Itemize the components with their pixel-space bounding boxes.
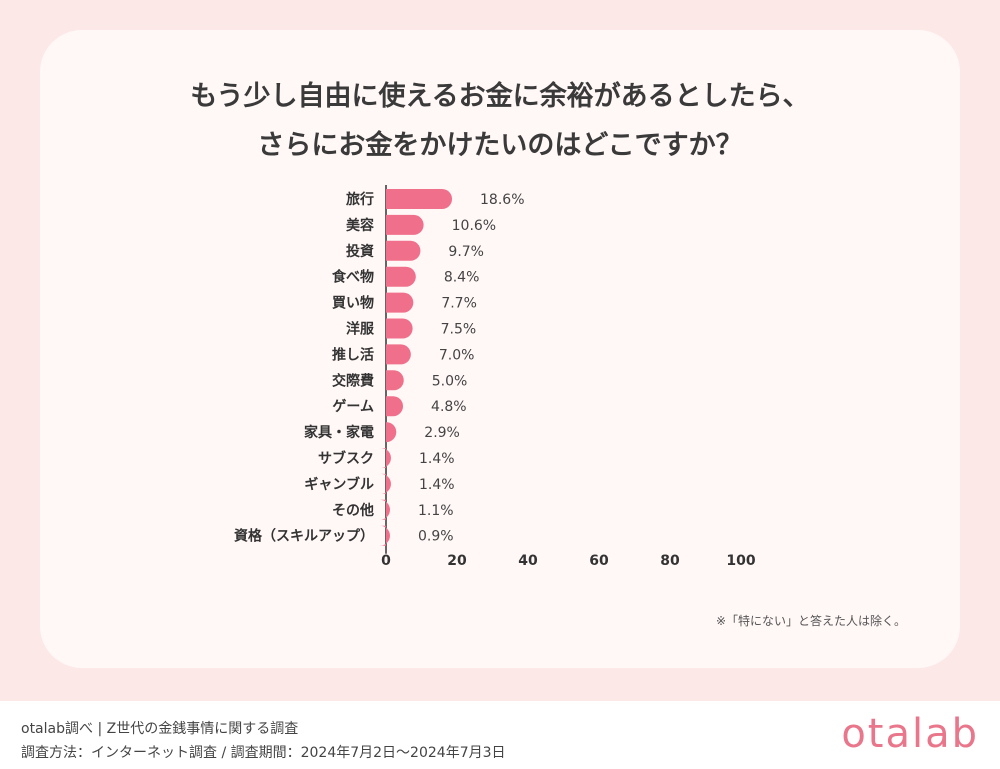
value-label-2: 9.7% [448,244,484,260]
bar-chart: 旅行 18.6% 美容 10.6% 投資 9.7% 食べ物 8.4% 買い物 7.7% 洋服 7.5%… [234,185,756,569]
bar-2 [386,240,421,261]
bar-5 [386,318,413,339]
bar-11 [380,473,391,494]
otalab-logo: otalab [841,711,979,757]
chart-card [40,30,960,668]
category-label-3: 食べ物 [332,269,374,286]
footer: otalab調べ | Z世代の金銭事情に関する調査 調査方法：インターネット調査… [0,701,1000,769]
footnote: ※「特にない」と答えた人は除く。 [715,614,906,628]
category-label-0: 旅行 [346,191,374,208]
bar-7 [386,370,404,391]
category-label-10: サブスク [318,450,374,467]
value-label-7: 5.0% [432,373,468,389]
value-label-6: 7.0% [439,347,475,363]
x-tick-label-2: 40 [518,553,538,569]
x-tick-label-1: 20 [447,553,467,569]
value-label-3: 8.4% [444,270,480,286]
category-label-6: 推し活 [332,346,374,363]
value-label-12: 1.1% [418,503,454,519]
value-label-8: 4.8% [431,399,467,415]
value-label-9: 2.9% [424,425,460,441]
category-label-13: 資格（スキルアップ） [234,528,374,545]
category-label-2: 投資 [346,243,374,260]
bar-1 [386,214,424,235]
category-label-5: 洋服 [346,321,375,338]
chart-title-line-1: もう少し自由に使えるお金に余裕があるとしたら、 [190,81,810,112]
value-label-11: 1.4% [419,477,455,493]
bar-8 [386,396,404,417]
category-label-11: ギャンブル [304,476,374,493]
category-label-9: 家具・家電 [304,424,374,441]
value-label-13: 0.9% [418,529,454,545]
x-tick-label-4: 80 [660,553,680,569]
source-line-2: 調査方法：インターネット調査 / 調査期間：2024年7月2日〜2024年7月3… [21,745,506,761]
category-label-1: 美容 [346,217,374,234]
bar-12 [380,499,390,520]
x-tick-label-0: 0 [381,553,391,569]
bar-10 [380,448,391,468]
value-label-10: 1.4% [419,451,455,467]
bar-0 [386,189,453,209]
bar-6 [386,344,411,365]
category-label-12: その他 [332,502,374,519]
category-label-4: 買い物 [332,295,374,312]
bar-13 [380,525,390,546]
x-tick-label-5: 100 [726,553,755,569]
x-tick-label-3: 60 [589,553,609,569]
value-label-0: 18.6% [480,192,524,208]
source-line-1: otalab調べ | Z世代の金銭事情に関する調査 [21,721,299,737]
category-label-8: ゲーム [332,398,374,415]
bar-4 [386,292,414,313]
value-label-5: 7.5% [441,322,477,338]
category-label-7: 交際費 [332,372,374,389]
bar-3 [386,266,416,287]
bar-9 [386,422,397,443]
value-label-4: 7.7% [441,296,477,312]
value-label-1: 10.6% [452,218,496,234]
chart-title-line-2: さらにお金をかけたいのはどこですか？ [257,130,743,161]
